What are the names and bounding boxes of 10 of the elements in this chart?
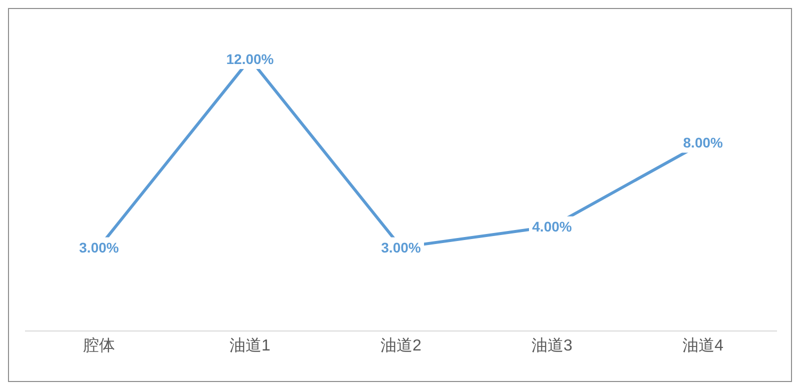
data-label: 12.00%	[226, 51, 274, 67]
data-label: 3.00%	[79, 239, 120, 256]
x-tick-label: 腔体	[83, 336, 115, 354]
x-tick-label: 油道4	[682, 336, 724, 354]
data-label: 3.00%	[381, 239, 422, 256]
x-tick-label: 油道1	[230, 336, 271, 354]
x-tick-label: 油道3	[532, 336, 573, 354]
data-label: 4.00%	[532, 218, 572, 234]
x-tick-label: 油道2	[380, 336, 422, 354]
data-label: 8.00%	[683, 134, 724, 151]
